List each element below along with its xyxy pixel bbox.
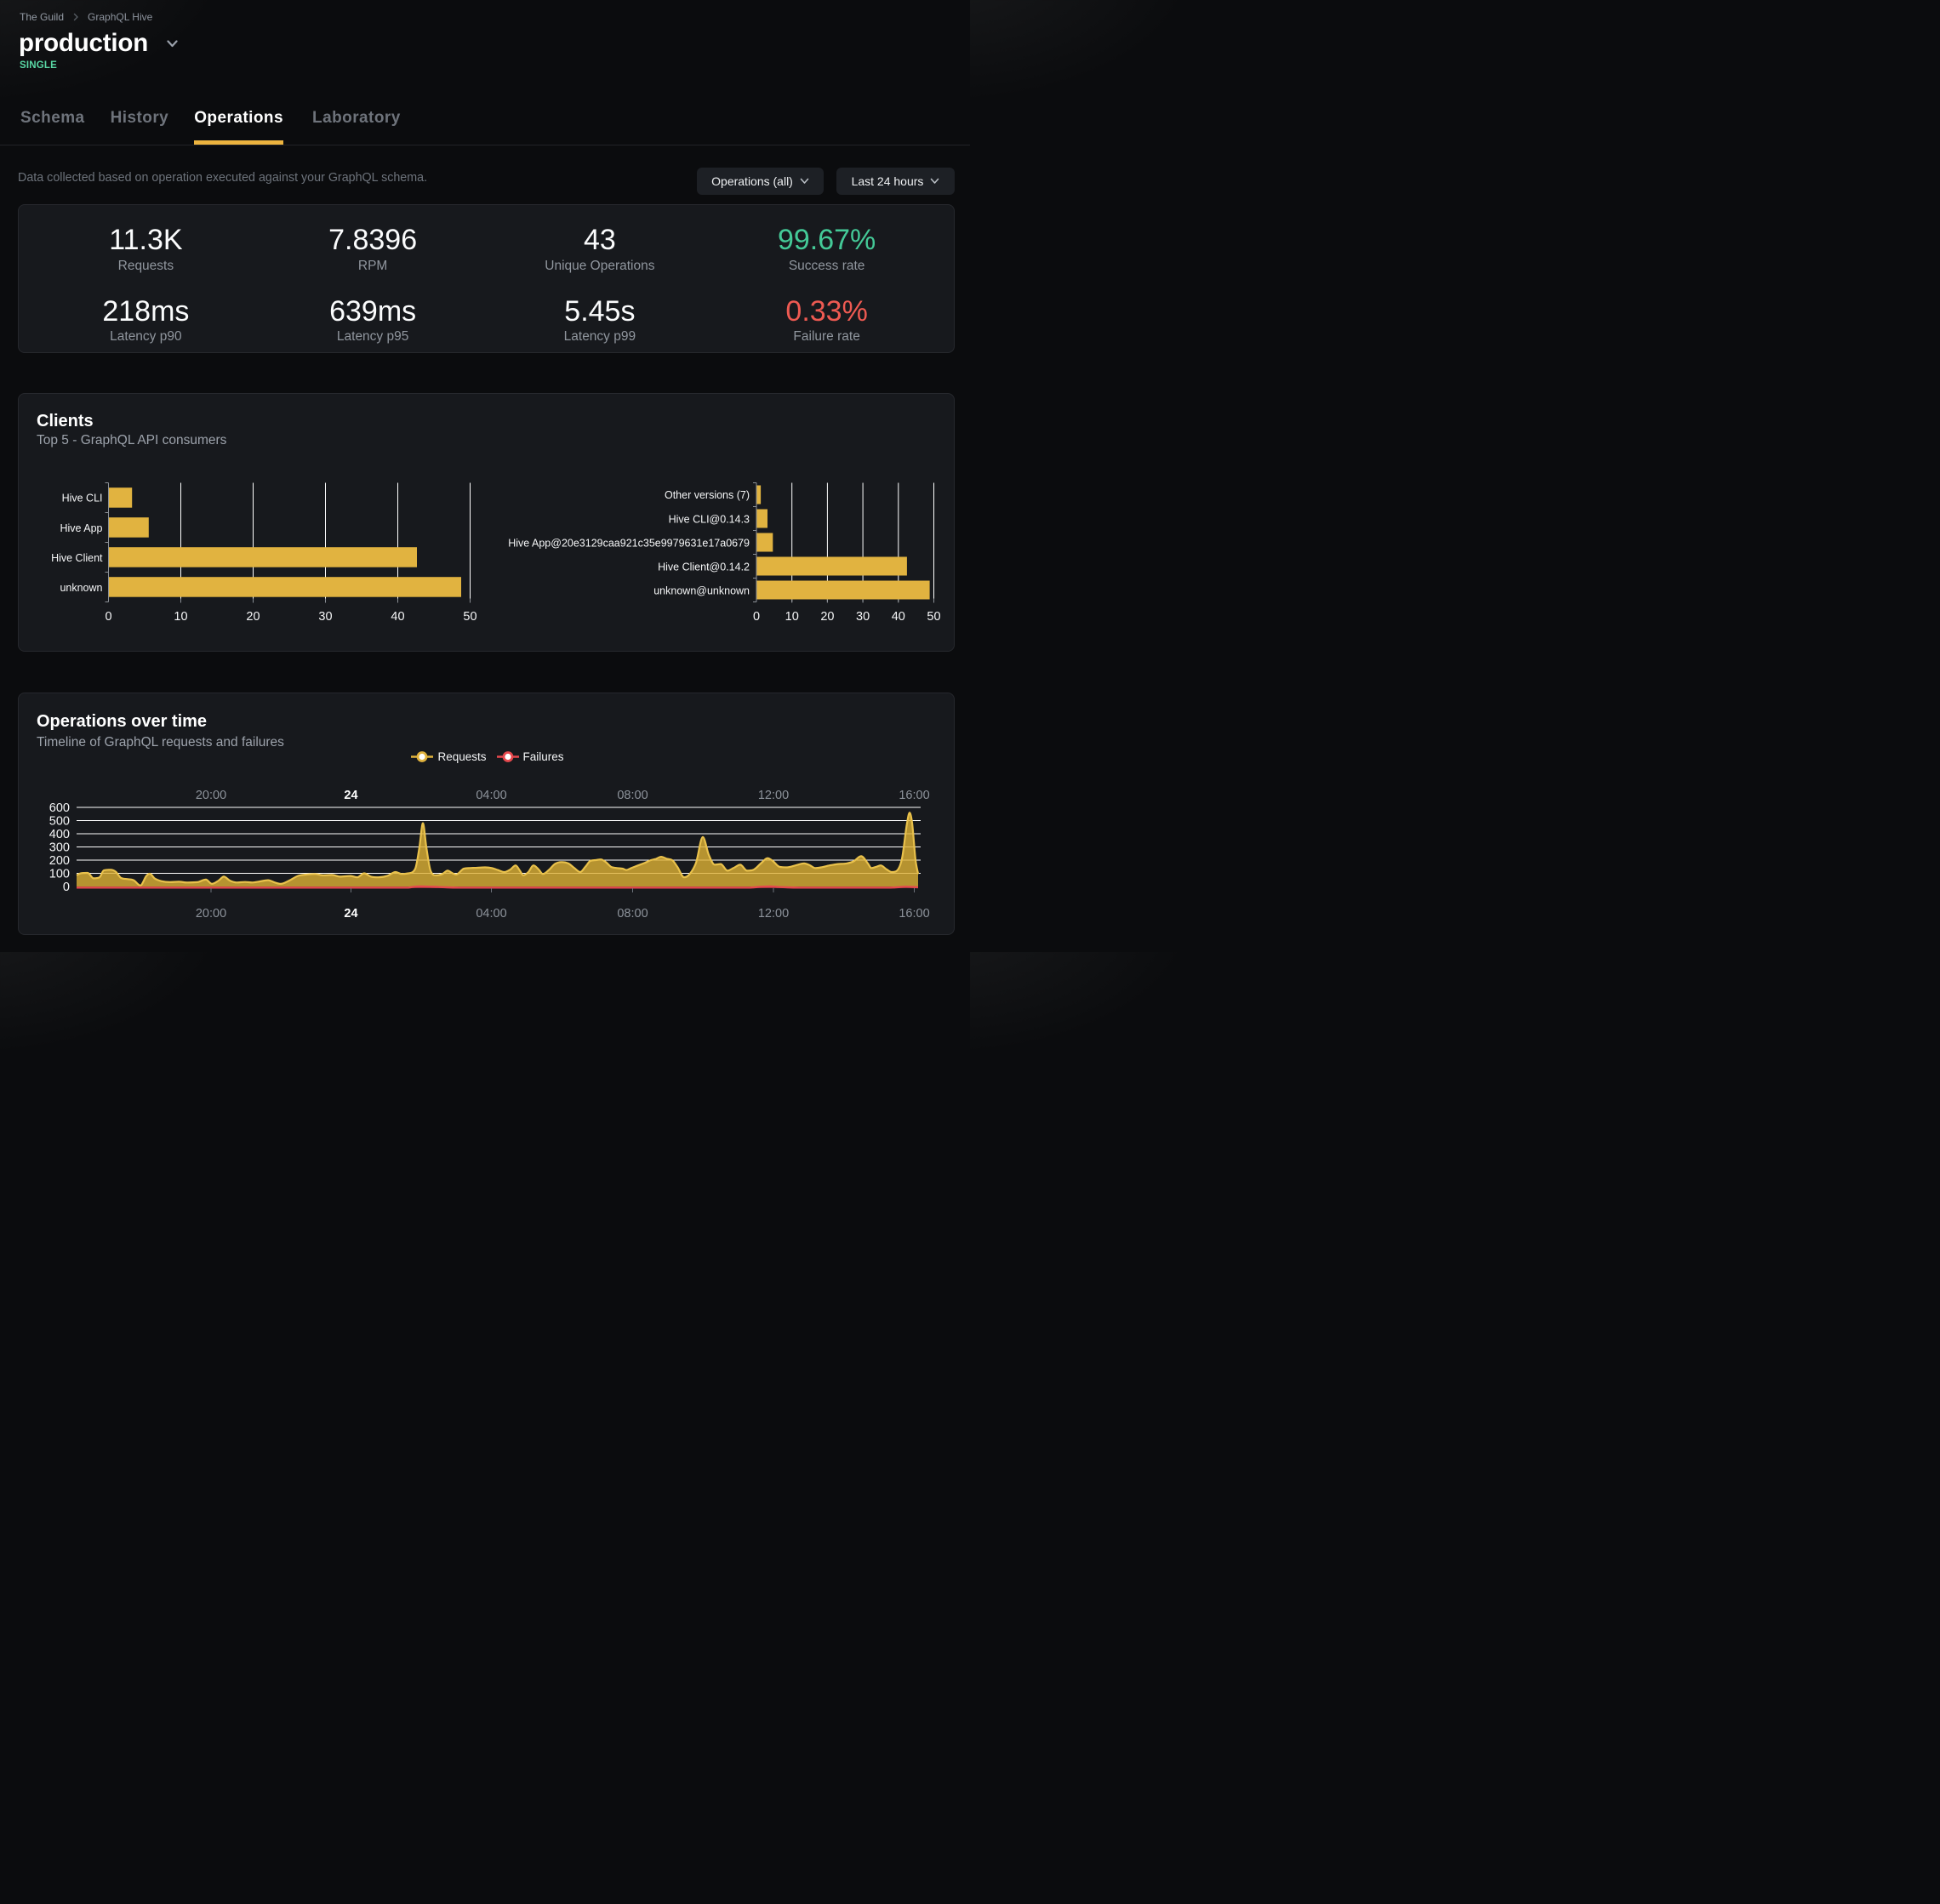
svg-text:10: 10 xyxy=(785,610,799,624)
svg-text:40: 40 xyxy=(391,610,404,624)
svg-text:0: 0 xyxy=(753,610,760,624)
svg-text:Hive App@20e3129caa921c35e9979: Hive App@20e3129caa921c35e9979631e17a067… xyxy=(508,537,750,549)
svg-text:04:00: 04:00 xyxy=(476,789,506,802)
svg-text:Hive CLI@0.14.3: Hive CLI@0.14.3 xyxy=(669,513,750,525)
svg-text:Hive CLI: Hive CLI xyxy=(62,492,103,504)
svg-text:20: 20 xyxy=(246,610,260,624)
svg-text:0: 0 xyxy=(105,610,111,624)
svg-text:Other versions (7): Other versions (7) xyxy=(665,489,750,501)
svg-text:unknown: unknown xyxy=(60,582,102,594)
svg-text:50: 50 xyxy=(927,610,940,624)
svg-text:100: 100 xyxy=(49,868,70,881)
svg-text:300: 300 xyxy=(49,841,70,855)
svg-text:Hive Client@0.14.2: Hive Client@0.14.2 xyxy=(658,561,750,573)
svg-text:12:00: 12:00 xyxy=(758,789,789,802)
svg-text:04:00: 04:00 xyxy=(476,907,506,921)
svg-text:20:00: 20:00 xyxy=(196,789,226,802)
svg-text:24: 24 xyxy=(344,789,357,802)
svg-text:400: 400 xyxy=(49,828,70,841)
svg-text:08:00: 08:00 xyxy=(617,789,648,802)
svg-text:0: 0 xyxy=(63,881,70,894)
svg-text:30: 30 xyxy=(318,610,332,624)
svg-text:10: 10 xyxy=(174,610,187,624)
svg-text:50: 50 xyxy=(463,610,476,624)
svg-text:200: 200 xyxy=(49,854,70,868)
svg-text:12:00: 12:00 xyxy=(758,907,789,921)
svg-text:16:00: 16:00 xyxy=(899,907,929,921)
svg-text:20:00: 20:00 xyxy=(196,907,226,921)
svg-text:16:00: 16:00 xyxy=(899,789,929,802)
svg-text:600: 600 xyxy=(49,801,70,815)
svg-text:20: 20 xyxy=(820,610,834,624)
svg-text:Hive App: Hive App xyxy=(60,522,102,534)
svg-text:40: 40 xyxy=(892,610,905,624)
svg-text:500: 500 xyxy=(49,815,70,829)
svg-text:24: 24 xyxy=(344,907,357,921)
svg-text:08:00: 08:00 xyxy=(617,907,648,921)
svg-text:unknown@unknown: unknown@unknown xyxy=(653,584,750,596)
svg-text:30: 30 xyxy=(856,610,870,624)
svg-text:Hive Client: Hive Client xyxy=(51,552,103,564)
